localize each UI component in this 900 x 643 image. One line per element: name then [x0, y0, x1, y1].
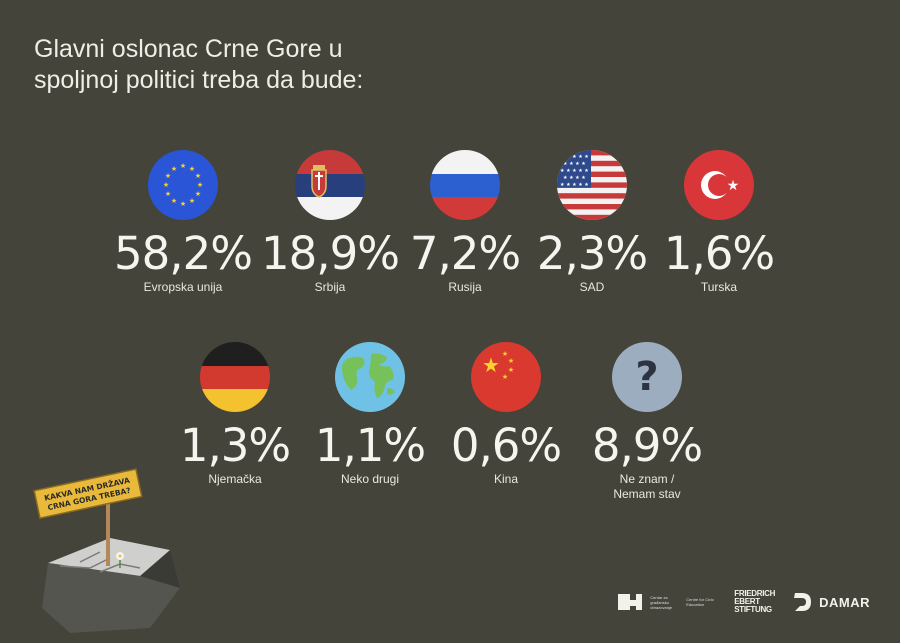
chart-title: Glavni oslonac Crne Gore u spoljnoj poli…	[34, 35, 364, 94]
item-sad: ★ ★ ★ ★ ★ ★ ★ ★ ★ ★ ★ ★ ★ ★ ★ ★ ★ ★ ★ ★ ★ …	[522, 150, 662, 295]
svg-text:★: ★	[727, 178, 740, 194]
percentage-value: 1,6%	[663, 227, 775, 280]
svg-text:★: ★	[189, 197, 195, 205]
globe-icon	[335, 342, 405, 412]
fes-line3: STIFTUNG	[734, 605, 772, 614]
turkey-flag-icon: ★	[684, 150, 754, 220]
country-label: Njemačka	[208, 472, 262, 486]
svg-text:★: ★	[180, 162, 186, 170]
svg-text:★: ★	[508, 357, 514, 365]
item-neko-drugi: 1,1% Neko drugi	[300, 342, 440, 487]
fes-line2: EBERT	[734, 597, 760, 606]
svg-text:★ ★ ★ ★: ★ ★ ★ ★	[563, 161, 586, 167]
country-label: SAD	[579, 280, 605, 294]
percentage-value: 1,1%	[314, 419, 426, 472]
svg-text:★: ★	[195, 190, 201, 198]
country-label: Evropska unija	[143, 280, 223, 294]
damar-text: DAMAR	[819, 594, 870, 610]
item-njemacka: 1,3% Njemačka	[165, 342, 305, 487]
cce-text: Centar za građansko obrazovanje	[650, 594, 673, 610]
percentage-value: 18,9%	[261, 227, 400, 280]
question-mark-icon: ?	[612, 342, 682, 412]
percentage-value: 0,6%	[450, 419, 562, 472]
svg-text:★: ★	[502, 373, 508, 381]
eu-flag-icon: ★ ★ ★ ★ ★ ★ ★ ★ ★ ★ ★ ★	[148, 150, 218, 220]
svg-text:★: ★	[163, 181, 169, 189]
svg-text:★: ★	[189, 165, 195, 173]
svg-text:★: ★	[197, 181, 203, 189]
svg-text:★: ★	[165, 172, 171, 180]
fes-logo: FRIEDRICH EBERT STIFTUNG	[734, 590, 775, 614]
country-label: Srbija	[314, 280, 346, 294]
svg-text:★: ★	[502, 350, 508, 358]
item-ne-znam: ? 8,9% Ne znam / Nemam stav	[577, 342, 717, 502]
svg-text:★ ★ ★ ★: ★ ★ ★ ★	[563, 175, 586, 181]
germany-flag-icon	[200, 342, 270, 412]
svg-text:?: ?	[635, 354, 658, 400]
svg-text:★: ★	[482, 353, 500, 377]
damar-mark-icon	[794, 593, 812, 611]
item-kina: ★ ★ ★ ★ ★ 0,6% Kina	[436, 342, 576, 487]
country-label: Turska	[700, 280, 738, 294]
country-label: Ne znam / Nemam stav	[613, 472, 681, 501]
svg-text:★ ★ ★ ★ ★: ★ ★ ★ ★ ★	[560, 154, 589, 160]
item-turska: ★ 1,6% Turska	[649, 150, 789, 295]
svg-text:★: ★	[195, 172, 201, 180]
svg-text:★: ★	[171, 165, 177, 173]
china-flag-icon: ★ ★ ★ ★ ★	[471, 342, 541, 412]
country-label: Neko drugi	[340, 472, 400, 486]
svg-text:★: ★	[508, 366, 514, 374]
cce-text-en: Centre for Civic Education	[686, 597, 714, 607]
percentage-value: 2,3%	[536, 227, 648, 280]
serbia-flag-icon	[295, 150, 365, 220]
country-label: Kina	[493, 472, 519, 486]
percentage-value: 1,3%	[179, 419, 291, 472]
percentage-value: 8,9%	[591, 419, 703, 472]
russia-flag-icon	[430, 150, 500, 220]
item-evropska-unija: ★ ★ ★ ★ ★ ★ ★ ★ ★ ★ ★ ★ 58,2% Evropska unija	[113, 150, 253, 295]
percentage-value: 7,2%	[409, 227, 521, 280]
svg-text:★ ★ ★ ★ ★: ★ ★ ★ ★ ★	[560, 182, 589, 188]
damar-logo: DAMAR	[793, 591, 870, 613]
cce-mark-icon	[618, 594, 643, 610]
sign-illustration: KAKVA NAM DRŽAVA CRNA GORA TREBA?	[30, 468, 190, 638]
item-rusija: 7,2% Rusija	[395, 150, 535, 295]
svg-text:★: ★	[171, 197, 177, 205]
fes-line1: FRIEDRICH	[734, 589, 776, 598]
usa-flag-icon: ★ ★ ★ ★ ★ ★ ★ ★ ★ ★ ★ ★ ★ ★ ★ ★ ★ ★ ★ ★ ★ …	[557, 150, 627, 220]
percentage-value: 58,2%	[114, 227, 253, 280]
item-srbija: 18,9% Srbija	[260, 150, 400, 295]
partner-logos: Centar za građansko obrazovanje Centre f…	[616, 587, 870, 617]
svg-text:★: ★	[165, 190, 171, 198]
svg-text:★: ★	[180, 200, 186, 208]
country-label: Rusija	[448, 280, 482, 294]
cce-logo: Centar za građansko obrazovanje Centre f…	[616, 590, 716, 614]
svg-text:★ ★ ★ ★ ★: ★ ★ ★ ★ ★	[560, 168, 589, 174]
